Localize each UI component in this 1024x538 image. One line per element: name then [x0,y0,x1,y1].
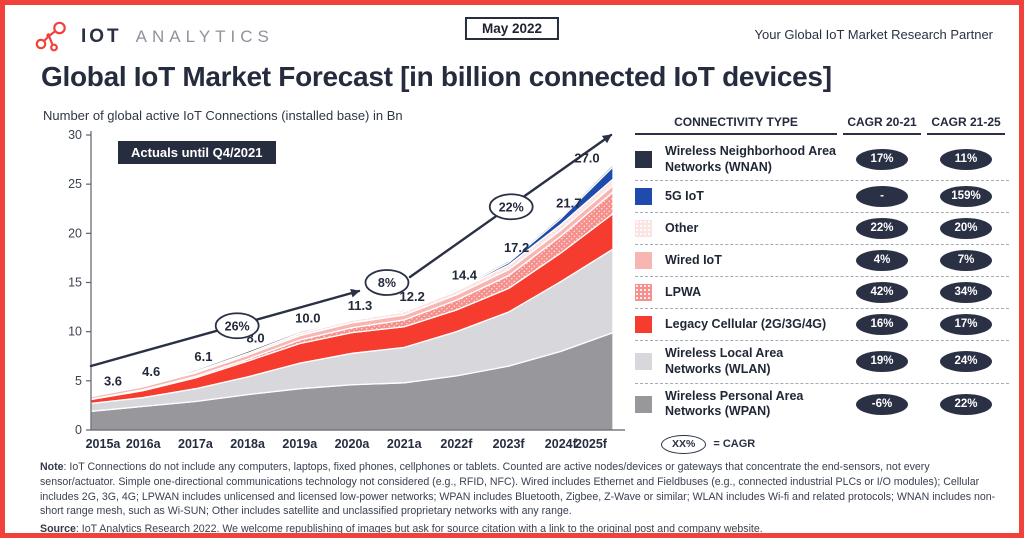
svg-text:5: 5 [75,374,82,388]
cagr-pill: 17% [856,149,908,171]
logo-text-secondary: ANALYTICS [135,27,274,46]
cagr-pill: 42% [856,282,908,304]
svg-text:21.7: 21.7 [556,196,581,211]
cagr-pill: 22% [940,393,992,415]
legend-row-wnan: Wireless Neighborhood Area Networks (WNA… [635,139,1009,182]
legend-header-cagr-20-21: CAGR 20-21 [843,115,921,135]
note-paragraph: Note: IoT Connections do not include any… [40,460,998,519]
footnotes: Note: IoT Connections do not include any… [40,460,998,536]
other-swatch [635,220,652,238]
svg-text:26%: 26% [225,319,250,333]
legend-label: Wireless Local Area Networks (WLAN) [665,346,784,376]
svg-text:2020a: 2020a [335,437,371,451]
source-text: : IoT Analytics Research 2022. We welcom… [75,523,763,536]
svg-text:2017a: 2017a [178,437,214,451]
cagr-note-text: = CAGR [713,438,756,451]
svg-text:10.0: 10.0 [295,311,320,326]
svg-text:11.3: 11.3 [348,298,373,313]
molecule-icon [35,21,66,52]
page-title: Global IoT Market Forecast [in billion c… [41,61,832,92]
svg-text:12.2: 12.2 [400,289,425,304]
wired-iot-swatch [635,252,652,270]
svg-text:2019a: 2019a [282,437,318,451]
cagr-pill: 11% [940,149,992,171]
cagr-symbol-ellipse: XX% [661,434,707,454]
legend-label: Other [665,220,699,235]
legend-label: Wireless Personal Area Networks (WPAN) [665,388,804,419]
legend-row-5g: 5G IoT - 159% [635,181,1009,214]
wnan-swatch [635,151,652,169]
cagr-pill: 24% [940,351,992,373]
source-label: Source [40,523,76,536]
cagr-pill: 20% [940,218,992,240]
svg-text:2023f: 2023f [493,437,526,451]
svg-text:4.6: 4.6 [142,364,160,379]
legend-label: Wired IoT [665,252,722,267]
svg-text:0: 0 [75,423,82,437]
cagr-pill: -6% [856,393,908,415]
svg-text:3.6: 3.6 [104,374,122,389]
svg-text:14.4: 14.4 [452,267,478,282]
svg-text:2024f: 2024f [545,437,578,451]
svg-text:2015a: 2015a [86,437,122,451]
svg-text:15: 15 [68,276,82,290]
iot-forecast-chart: 0 5 10 15 20 25 30 2015a 2016a 2017a 2018a 2019a 202… [68,128,625,451]
svg-text:20: 20 [68,226,82,240]
iot-analytics-logo: IOT ANALYTICS [35,21,274,53]
cagr-pill: 16% [856,314,908,336]
chart-subtitle: Number of global active IoT Connections … [43,108,403,123]
legacy-cellular-swatch [635,316,652,334]
cagr-pill: 34% [940,282,992,304]
legend-row-wlan: Wireless Local Area Networks (WLAN) 19% … [635,341,1009,384]
svg-text:2022f: 2022f [440,437,473,451]
actuals-annotation: Actuals until Q4/2021 [118,141,276,164]
legend-row-lpwa: LPWA 42% 34% [635,277,1009,310]
5g-swatch [635,188,652,206]
svg-text:10: 10 [68,325,82,339]
legend-row-wired: Wired IoT 4% 7% [635,245,1009,278]
svg-text:30: 30 [68,128,82,142]
logo-text-primary: IOT [81,26,122,47]
legend-row-other: Other 22% 20% [635,213,1009,246]
legend-label: LPWA [665,284,702,299]
source-paragraph: Source: IoT Analytics Research 2022. We … [40,522,998,536]
lpwa-swatch [635,284,652,302]
cagr-pill: 22% [856,218,908,240]
legend-header-connectivity: CONNECTIVITY TYPE [635,115,837,135]
note-text: : IoT Connections do not include any com… [40,461,996,518]
cagr-pill: 19% [856,351,908,373]
cagr-pill: 159% [940,186,992,208]
cagr-pill: 17% [940,314,992,336]
cagr-pill: 4% [856,250,908,272]
svg-text:6.1: 6.1 [194,349,212,364]
svg-text:22%: 22% [499,200,524,214]
legend-label: Wireless Neighborhood Area Networks (WNA… [665,144,836,174]
cagr-pill: 7% [940,250,992,272]
svg-text:17.2: 17.2 [504,240,529,255]
wpan-swatch [635,395,652,413]
svg-text:2018a: 2018a [230,437,266,451]
cagr-pill: - [856,186,908,208]
svg-text:8%: 8% [378,276,396,290]
legend-label: Legacy Cellular (2G/3G/4G) [665,316,827,331]
note-label: Note [40,461,64,473]
connectivity-legend-table: CONNECTIVITY TYPE CAGR 20-21 CAGR 21-25 … [635,115,1009,454]
legend-row-wpan: Wireless Personal Area Networks (WPAN) -… [635,384,1009,425]
legend-rows: Wireless Neighborhood Area Networks (WNA… [635,139,1009,425]
svg-text:2021a: 2021a [387,437,423,451]
tagline: Your Global IoT Market Research Partner [754,27,993,42]
legend-header-row: CONNECTIVITY TYPE CAGR 20-21 CAGR 21-25 [635,115,1009,135]
svg-text:25: 25 [68,177,82,191]
legend-row-legacy-cellular: Legacy Cellular (2G/3G/4G) 16% 17% [635,309,1009,342]
cagr-definition-note: XX% = CAGR [661,434,1009,454]
legend-header-cagr-21-25: CAGR 21-25 [927,115,1005,135]
legend-label: 5G IoT [665,188,704,203]
svg-text:2025f: 2025f [575,437,608,451]
chart-area: 0 5 10 15 20 25 30 2015a 2016a 2017a 2018a 2019a 202… [33,125,633,460]
svg-text:2016a: 2016a [126,437,162,451]
date-badge: May 2022 [464,17,560,40]
svg-text:27.0: 27.0 [574,151,599,166]
wlan-swatch [635,353,652,371]
